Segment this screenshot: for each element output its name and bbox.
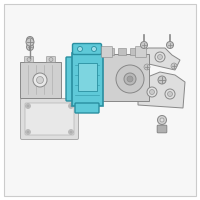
Circle shape	[158, 116, 166, 124]
Circle shape	[166, 42, 174, 48]
FancyBboxPatch shape	[24, 56, 34, 62]
Circle shape	[124, 73, 136, 85]
Circle shape	[26, 38, 34, 46]
FancyBboxPatch shape	[75, 103, 99, 113]
FancyBboxPatch shape	[130, 48, 138, 55]
Circle shape	[26, 130, 30, 134]
Circle shape	[155, 52, 165, 62]
Polygon shape	[138, 72, 185, 108]
FancyBboxPatch shape	[99, 54, 149, 101]
Circle shape	[70, 105, 72, 107]
Circle shape	[68, 104, 74, 108]
FancyBboxPatch shape	[20, 62, 60, 98]
FancyBboxPatch shape	[106, 48, 114, 55]
FancyBboxPatch shape	[78, 62, 96, 90]
Circle shape	[171, 63, 177, 69]
Circle shape	[26, 104, 30, 108]
Polygon shape	[140, 48, 180, 70]
Circle shape	[27, 58, 31, 62]
Circle shape	[92, 46, 96, 51]
FancyBboxPatch shape	[72, 44, 102, 54]
Circle shape	[33, 73, 47, 87]
FancyBboxPatch shape	[157, 125, 167, 133]
Circle shape	[68, 130, 74, 134]
Circle shape	[27, 131, 29, 133]
FancyBboxPatch shape	[21, 98, 78, 140]
FancyBboxPatch shape	[4, 4, 196, 196]
FancyBboxPatch shape	[46, 56, 56, 62]
Circle shape	[26, 44, 34, 50]
Circle shape	[49, 58, 53, 62]
Circle shape	[168, 92, 172, 97]
Circle shape	[36, 76, 44, 84]
Circle shape	[144, 64, 150, 70]
Circle shape	[26, 36, 34, 44]
FancyBboxPatch shape	[102, 46, 112, 58]
FancyBboxPatch shape	[66, 57, 75, 101]
Circle shape	[147, 87, 157, 97]
FancyBboxPatch shape	[25, 103, 74, 135]
Circle shape	[127, 76, 133, 82]
Circle shape	[150, 90, 154, 95]
Circle shape	[165, 89, 175, 99]
Circle shape	[160, 118, 164, 122]
FancyBboxPatch shape	[136, 46, 146, 58]
Circle shape	[78, 46, 83, 51]
Circle shape	[116, 65, 144, 93]
Circle shape	[158, 54, 162, 60]
Circle shape	[70, 131, 72, 133]
Circle shape	[158, 76, 166, 84]
FancyBboxPatch shape	[72, 52, 102, 106]
Circle shape	[140, 42, 148, 48]
Circle shape	[27, 105, 29, 107]
FancyBboxPatch shape	[118, 48, 126, 55]
